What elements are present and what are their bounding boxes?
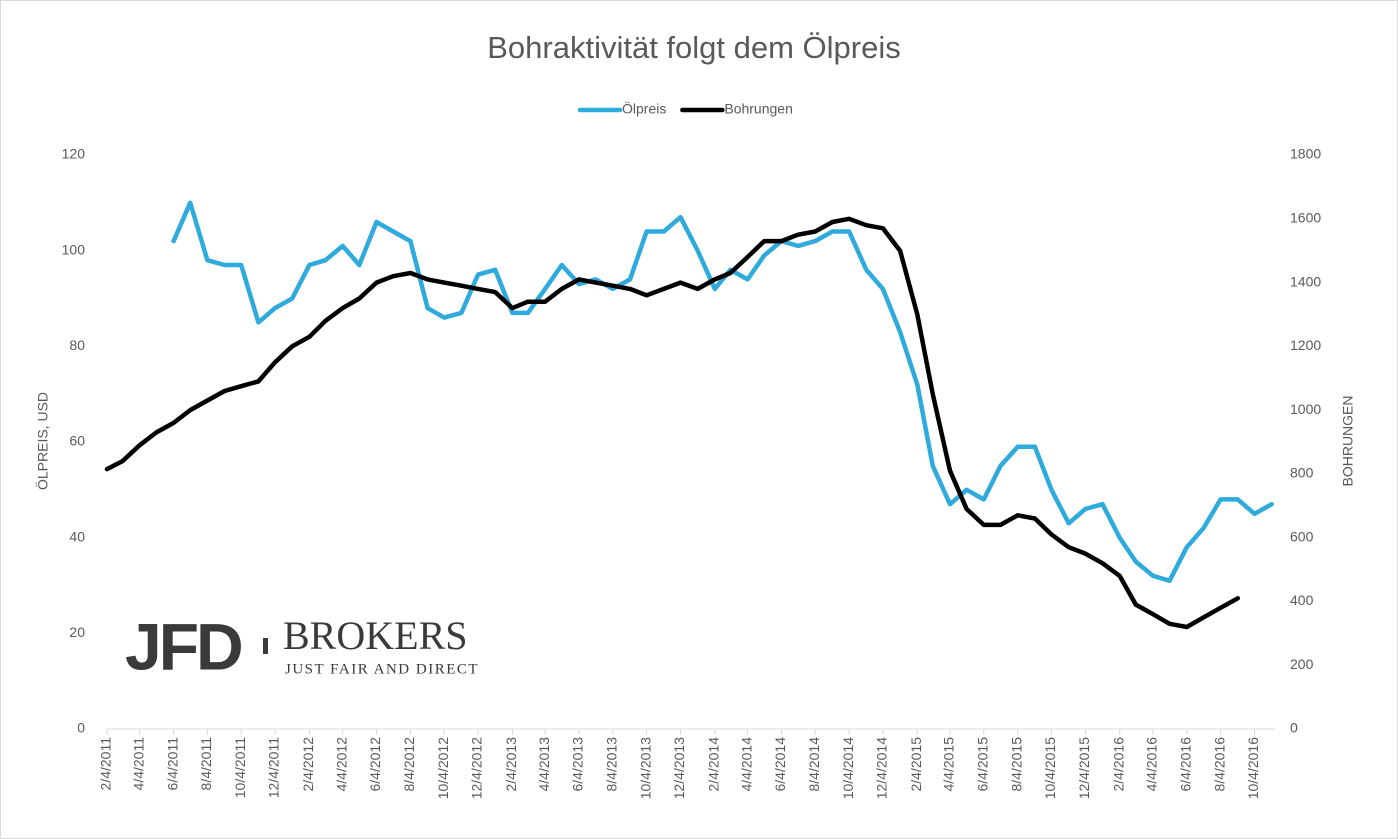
- y2-tick-label: 1400: [1290, 273, 1321, 289]
- x-tick-label: 6/4/2011: [164, 737, 180, 791]
- series-line: [171, 200, 1274, 583]
- x-tick-label: 2/4/2016: [1110, 737, 1126, 792]
- y2-tick-label: 1000: [1290, 401, 1321, 417]
- x-tick-label: 6/4/2014: [772, 737, 788, 792]
- legend-label: Bohrungen: [724, 101, 793, 117]
- x-tick-label: 2/4/2013: [503, 737, 519, 792]
- y-tick-label: 20: [69, 624, 85, 640]
- logo-mark: JFD: [125, 609, 241, 683]
- x-tick-label: 4/4/2012: [333, 737, 349, 792]
- y2-tick-label: 400: [1290, 592, 1314, 608]
- x-tick-label: 12/4/2012: [469, 737, 485, 799]
- x-tick-label: 8/4/2014: [806, 737, 822, 792]
- x-tick-label: 10/4/2013: [637, 737, 653, 799]
- y-tick-label: 100: [62, 241, 86, 257]
- y-tick-label: 40: [69, 528, 85, 544]
- y-tick-label: 0: [77, 720, 85, 736]
- x-tick-label: 12/4/2011: [266, 737, 282, 798]
- logo-name: BROKERS: [283, 613, 468, 658]
- x-tick-label: 10/4/2015: [1042, 737, 1058, 799]
- chart-title: Bohraktivität folgt dem Ölpreis: [487, 30, 901, 65]
- y-tick-label: 60: [69, 433, 85, 449]
- logo: JFD BROKERS JUST FAIR AND DIRECT: [125, 609, 479, 683]
- y-axis-title: ÖLPREIS, USD: [34, 392, 51, 490]
- x-tick-label: 4/4/2011: [130, 737, 146, 791]
- x-tick-label: 4/4/2016: [1144, 737, 1160, 792]
- y2-tick-label: 600: [1290, 528, 1314, 544]
- x-tick-label: 6/4/2012: [367, 737, 383, 792]
- logo-tagline: JUST FAIR AND DIRECT: [285, 661, 479, 677]
- y2-tick-label: 200: [1290, 656, 1314, 672]
- x-tick-label: 4/4/2013: [536, 737, 552, 792]
- x-tick-label: 2/4/2014: [706, 737, 722, 792]
- x-tick-label: 6/4/2013: [570, 737, 586, 792]
- x-tick-label: 8/4/2011: [198, 737, 214, 791]
- x-tick-label: 8/4/2012: [401, 737, 417, 792]
- x-tick-label: 10/4/2012: [435, 737, 451, 799]
- x-tick-label: 6/4/2016: [1178, 737, 1194, 792]
- y2-tick-label: 1600: [1290, 209, 1321, 225]
- series-line: [104, 216, 1241, 630]
- x-tick-label: 2/4/2015: [908, 737, 924, 792]
- y2-tick-label: 800: [1290, 465, 1314, 481]
- x-tick-label: 2/4/2011: [98, 737, 114, 791]
- y2-tick-label: 0: [1290, 720, 1298, 736]
- x-tick-label: 6/4/2015: [975, 737, 991, 792]
- x-tick-label: 12/4/2014: [874, 737, 890, 799]
- x-tick-label: 8/4/2015: [1008, 737, 1024, 792]
- x-tick-label: 12/4/2013: [671, 737, 687, 799]
- legend-label: Ölpreis: [622, 100, 666, 117]
- x-tick-label: 10/4/2011: [232, 737, 248, 798]
- x-tick-label: 8/4/2013: [604, 737, 620, 792]
- y2-tick-label: 1200: [1290, 337, 1321, 353]
- x-tick-label: 10/4/2016: [1245, 737, 1261, 799]
- logo-divider: [263, 638, 268, 654]
- x-tick-label: 4/4/2015: [941, 737, 957, 792]
- x-tick-label: 8/4/2016: [1211, 737, 1227, 792]
- x-tick-label: 10/4/2014: [840, 737, 856, 799]
- y2-tick-label: 1800: [1290, 146, 1321, 162]
- x-tick-label: 4/4/2014: [738, 737, 754, 792]
- y-tick-label: 120: [62, 146, 86, 162]
- x-tick-label: 12/4/2015: [1076, 737, 1092, 799]
- y2-axis-title: BOHRUNGEN: [1340, 395, 1356, 486]
- x-tick-label: 2/4/2012: [300, 737, 316, 792]
- y-tick-label: 80: [69, 337, 85, 353]
